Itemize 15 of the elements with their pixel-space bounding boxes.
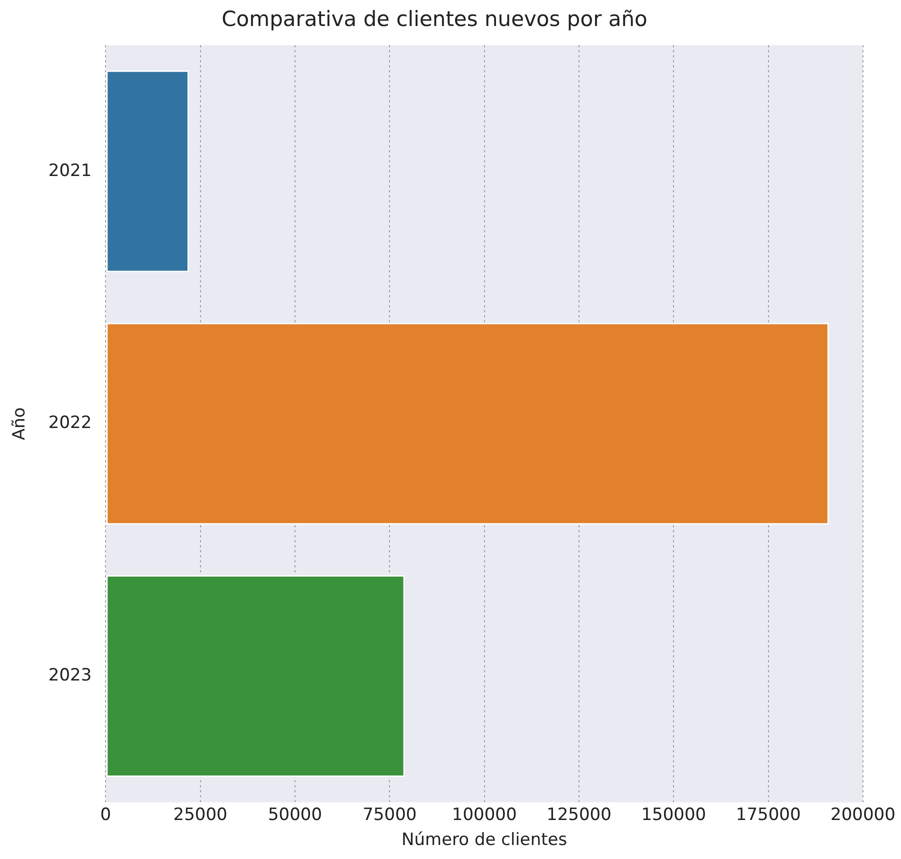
x-tick-label: 200000 <box>830 804 896 825</box>
x-tick-label: 50000 <box>268 804 322 825</box>
x-tick-label: 175000 <box>736 804 801 825</box>
x-tick-label: 75000 <box>362 804 417 825</box>
y-axis-title: Año <box>10 407 30 440</box>
x-tick-label: 100000 <box>452 804 517 825</box>
x-tick-label: 150000 <box>641 804 706 825</box>
x-tick-label: 125000 <box>546 804 612 825</box>
y-tick-label: 2022 <box>48 413 92 434</box>
x-tick-label: 0 <box>100 804 112 825</box>
chart-title: Comparativa de clientes nuevos por año <box>222 7 648 32</box>
x-tick-label: 25000 <box>173 804 228 825</box>
y-tick-label: 2023 <box>48 665 92 686</box>
y-tick-label: 2021 <box>48 160 92 181</box>
x-axis-title: Número de clientes <box>402 830 568 850</box>
